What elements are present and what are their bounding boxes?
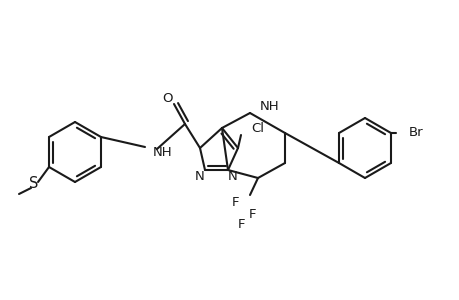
Text: Cl: Cl — [251, 122, 263, 134]
Text: S: S — [29, 176, 39, 191]
Text: F: F — [238, 218, 245, 232]
Text: Br: Br — [408, 127, 423, 140]
Text: N: N — [195, 169, 204, 182]
Text: NH: NH — [259, 100, 279, 112]
Text: O: O — [162, 92, 173, 106]
Text: F: F — [232, 196, 239, 208]
Text: NH: NH — [153, 146, 172, 160]
Text: N: N — [228, 169, 237, 182]
Text: F: F — [249, 208, 256, 220]
